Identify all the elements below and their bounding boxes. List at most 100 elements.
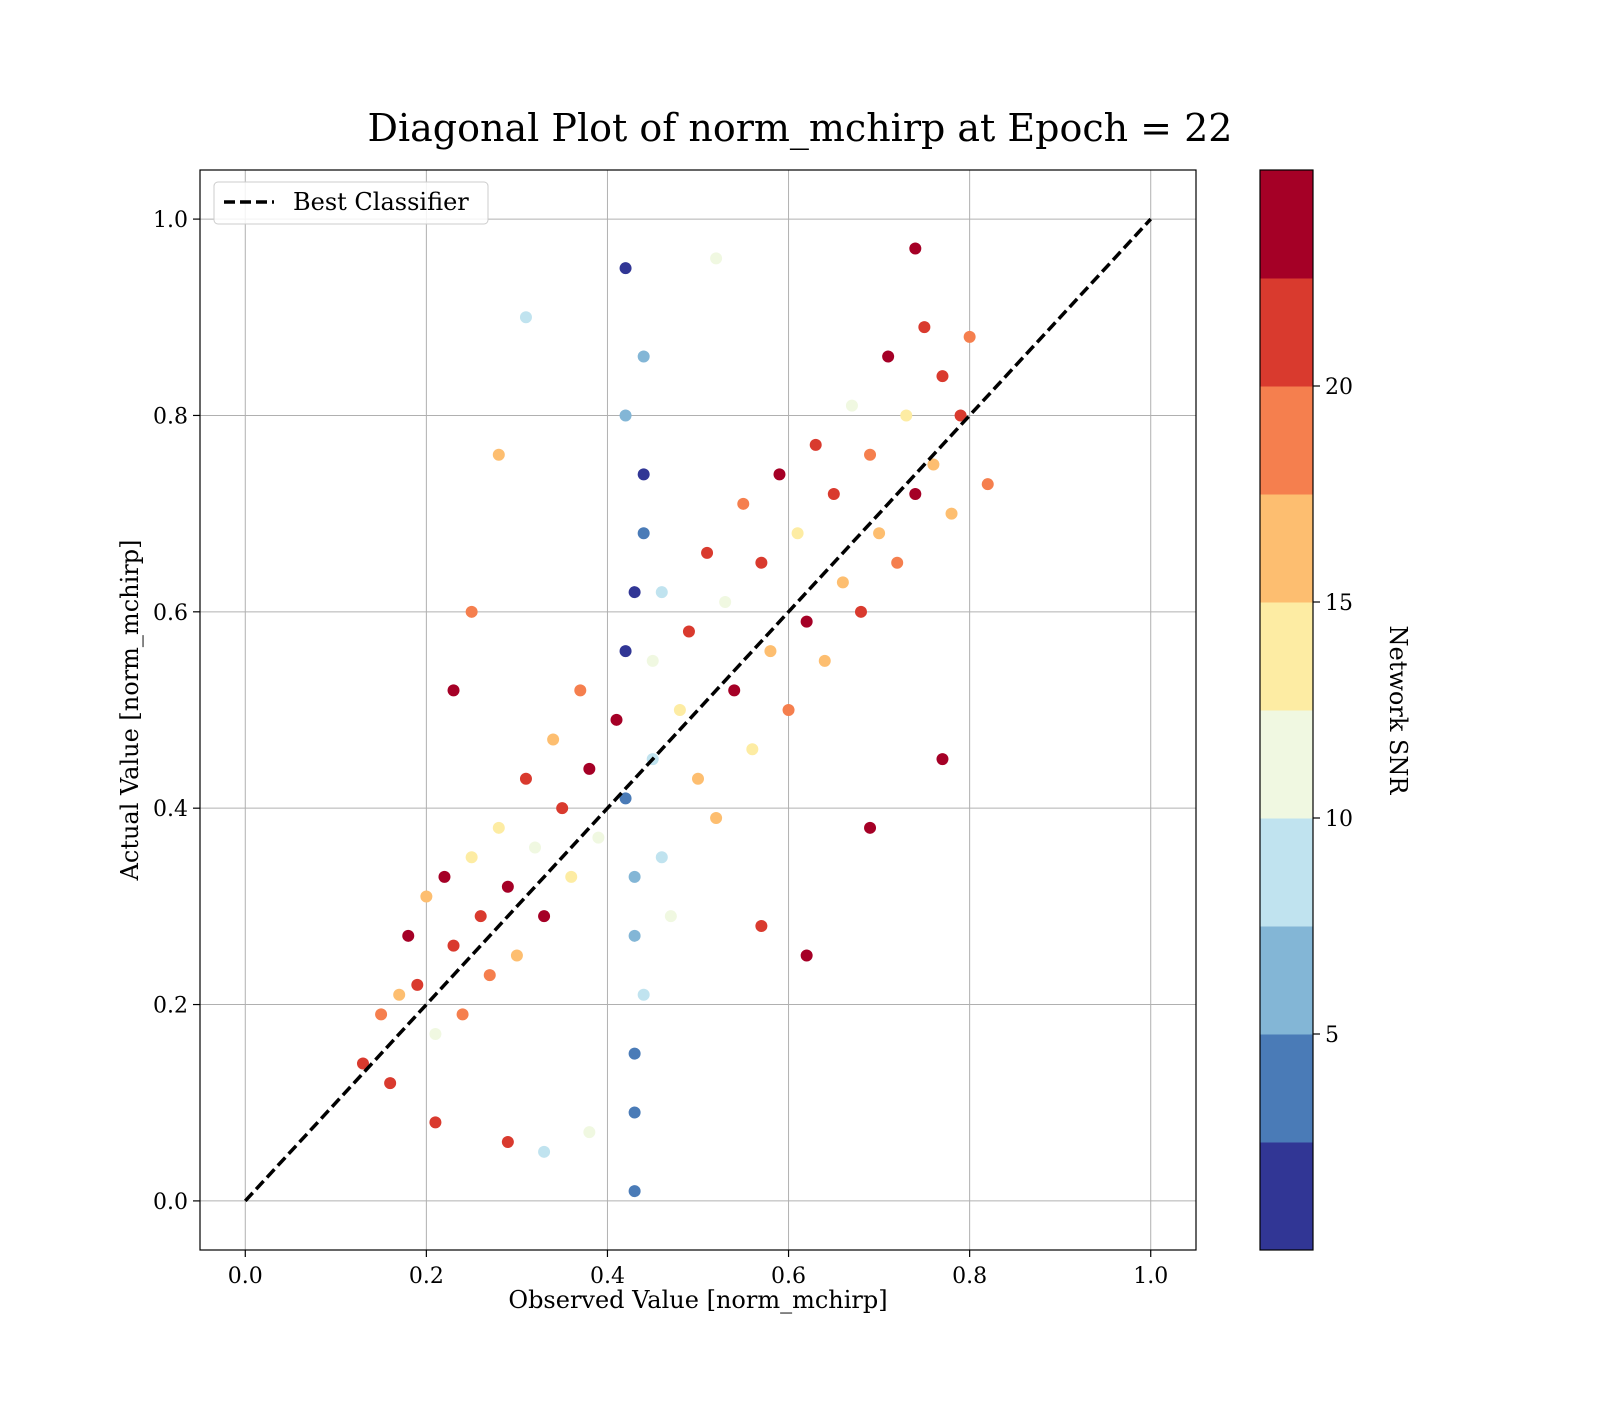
- data-point: [664, 910, 677, 923]
- colorbar-bin: [1260, 818, 1313, 927]
- data-point: [854, 605, 867, 618]
- colorbar-label: Network SNR: [1384, 626, 1412, 796]
- plot-frame: [199, 169, 1197, 1251]
- data-point: [447, 684, 460, 697]
- y-axis-ticks: 0.0 0.2 0.4 0.6 0.8 1.0: [153, 208, 200, 1215]
- data-point: [438, 870, 451, 883]
- data-point: [429, 1116, 442, 1129]
- data-point: [583, 1126, 596, 1139]
- data-point: [764, 645, 777, 658]
- data-point: [963, 330, 976, 343]
- data-point: [384, 1077, 397, 1090]
- data-point: [637, 350, 650, 363]
- colorbar-bin: [1260, 710, 1313, 819]
- data-point: [845, 399, 858, 412]
- data-point: [719, 596, 732, 608]
- data-point: [447, 939, 460, 952]
- data-point: [628, 586, 641, 599]
- data-point: [637, 527, 650, 540]
- data-point: [809, 438, 822, 451]
- data-points: [356, 242, 994, 1198]
- y-tick-label: 1.0: [153, 208, 188, 233]
- data-point: [728, 684, 741, 697]
- y-tick-label: 0.0: [153, 1190, 188, 1215]
- y-tick-label: 0.8: [153, 404, 188, 429]
- x-tick-label: 0.6: [771, 1264, 806, 1289]
- legend-box: [213, 181, 489, 225]
- data-point: [465, 851, 478, 864]
- data-point: [900, 409, 913, 422]
- data-point: [791, 527, 804, 540]
- colorbar: 5 10 15 20 Network SNR: [1259, 169, 1412, 1251]
- data-point: [737, 497, 750, 510]
- data-point: [529, 841, 542, 854]
- data-point: [492, 821, 505, 834]
- x-tick-label: 0.0: [228, 1264, 263, 1289]
- data-point: [375, 1008, 388, 1021]
- colorbar-bin: [1260, 170, 1313, 279]
- colorbar-tick-label: 10: [1325, 807, 1353, 832]
- data-point: [519, 772, 532, 785]
- data-point: [927, 458, 940, 471]
- x-tick-label: 0.8: [952, 1264, 987, 1289]
- data-point: [619, 645, 632, 658]
- data-point: [873, 527, 886, 540]
- data-point: [592, 831, 605, 844]
- data-point: [673, 704, 686, 716]
- colorbar-tick-label: 20: [1325, 375, 1353, 400]
- data-point: [682, 625, 695, 638]
- data-point: [755, 920, 768, 932]
- data-point: [655, 851, 668, 864]
- colorbar-bin: [1260, 926, 1313, 1035]
- data-point: [936, 370, 949, 383]
- data-point: [981, 478, 994, 491]
- data-point: [411, 978, 424, 991]
- colorbar-bin: [1260, 1034, 1313, 1143]
- data-point: [773, 468, 786, 481]
- data-point: [501, 880, 514, 893]
- data-point: [547, 733, 560, 746]
- data-point: [501, 1136, 514, 1148]
- colorbar-bin: [1260, 386, 1313, 495]
- colorbar-bin: [1260, 1142, 1313, 1251]
- data-point: [954, 409, 967, 422]
- data-point: [456, 1008, 469, 1021]
- colorbar-bin: [1260, 602, 1313, 711]
- colorbar-bin: [1260, 494, 1313, 603]
- x-axis-label: Observed Value [norm_mchirp]: [508, 1286, 887, 1314]
- data-point: [619, 792, 632, 805]
- data-point: [909, 242, 922, 255]
- colorbar-frame: [1259, 169, 1314, 1251]
- data-point: [420, 890, 433, 903]
- x-axis-ticks: 0.0 0.2 0.4 0.6 0.8 1.0: [228, 1250, 1168, 1289]
- data-point: [510, 949, 523, 962]
- data-point: [692, 772, 704, 785]
- data-point: [637, 468, 650, 481]
- y-axis-label: Actual Value [norm_mchirp]: [116, 540, 144, 882]
- data-point: [945, 507, 958, 520]
- data-point: [619, 409, 632, 422]
- x-tick-label: 0.2: [409, 1264, 444, 1289]
- data-point: [628, 1047, 641, 1060]
- data-point: [465, 605, 478, 618]
- data-point: [882, 350, 895, 363]
- data-point: [538, 910, 551, 923]
- data-point: [492, 448, 505, 461]
- data-point: [393, 988, 406, 1001]
- data-point: [610, 713, 623, 726]
- data-point: [864, 821, 877, 834]
- data-point: [710, 252, 723, 265]
- y-tick-label: 0.4: [153, 797, 188, 822]
- data-point: [818, 654, 831, 667]
- legend: Best Classifier: [213, 181, 489, 225]
- data-point: [655, 586, 668, 599]
- data-point: [701, 546, 714, 559]
- best-classifier-line: [243, 217, 1153, 1203]
- data-point: [628, 1106, 641, 1119]
- data-point: [891, 556, 904, 569]
- x-tick-label: 0.4: [590, 1264, 625, 1289]
- data-point: [402, 929, 415, 942]
- data-point: [628, 870, 641, 883]
- data-point: [474, 910, 487, 923]
